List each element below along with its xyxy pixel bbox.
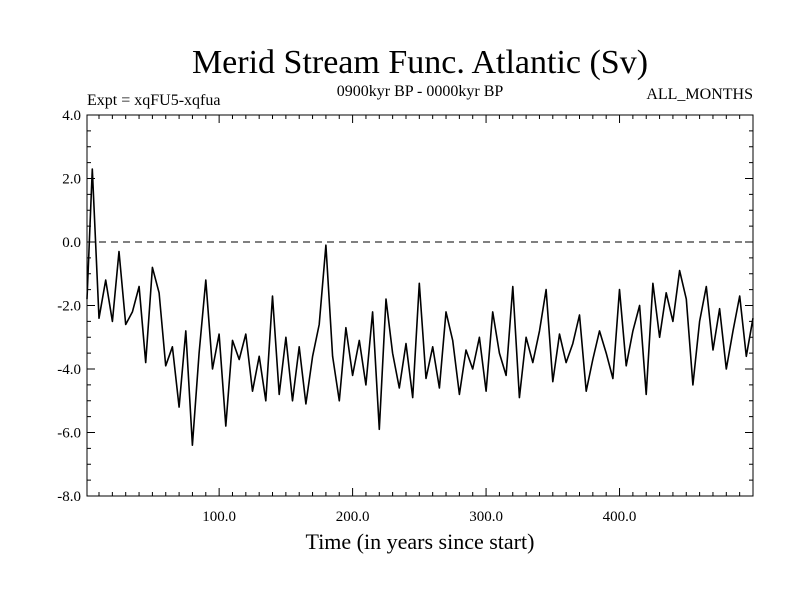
y-tick-label: -6.0: [57, 426, 81, 442]
chart-title: Merid Stream Func. Atlantic (Sv): [192, 44, 648, 81]
y-tick-label: -4.0: [57, 362, 81, 378]
x-tick-label: 100.0: [202, 509, 236, 525]
y-tick-label: 0.0: [62, 235, 81, 251]
period-label: 0900kyr BP - 0000kyr BP: [337, 83, 504, 100]
months-label: ALL_MONTHS: [646, 86, 753, 103]
plot-frame: [86, 114, 754, 497]
experiment-label: Expt = xqFU5-xqfua: [87, 92, 220, 109]
y-tick-label: 2.0: [62, 172, 81, 188]
y-tick-label: 4.0: [62, 108, 81, 124]
x-tick-label: 400.0: [603, 509, 637, 525]
plot-area: -8.0 -6.0 -4.0 -2.0 0.0 2.0 4.0 100.0 200.0 300.0…: [57, 108, 754, 525]
data-series-line: [86, 168, 754, 447]
x-axis-label: Time (in years since start): [306, 529, 535, 554]
x-tick-label: 300.0: [469, 509, 503, 525]
x-tick-label: 200.0: [336, 509, 370, 525]
y-tick-label: -8.0: [57, 489, 81, 505]
y-tick-label: -2.0: [57, 299, 81, 315]
